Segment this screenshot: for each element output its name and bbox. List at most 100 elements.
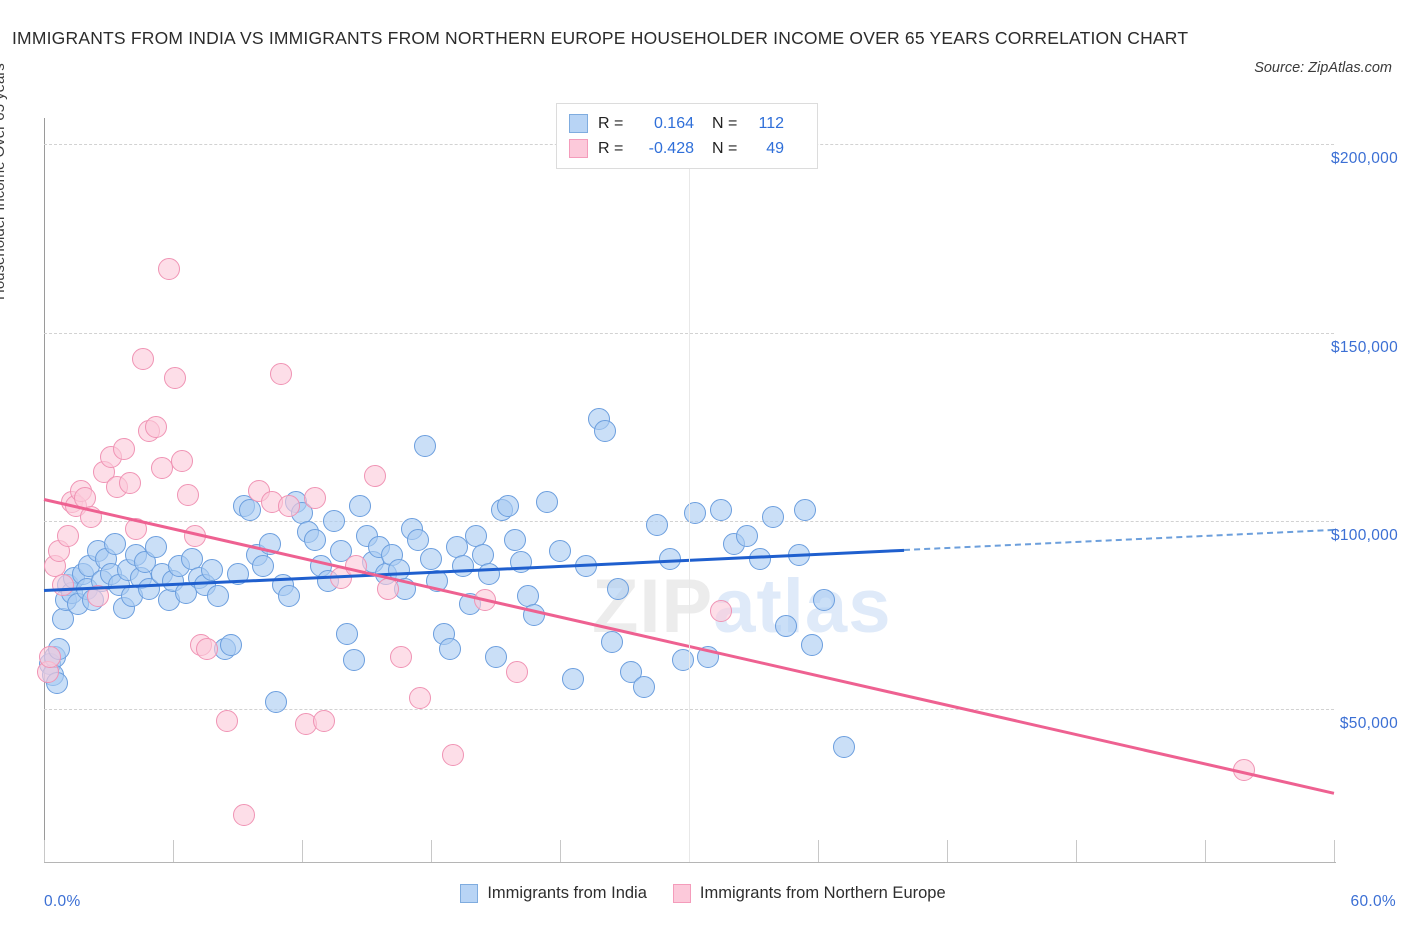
- scatter-point[interactable]: [144, 415, 167, 438]
- scatter-point[interactable]: [344, 555, 367, 578]
- scatter-point[interactable]: [170, 449, 193, 472]
- x-tick: [1334, 840, 1335, 862]
- scatter-point[interactable]: [619, 660, 642, 683]
- scatter-point[interactable]: [86, 585, 109, 608]
- series-legend-item-india[interactable]: Immigrants from India: [460, 884, 647, 903]
- scatter-point[interactable]: [119, 472, 141, 495]
- scatter-point[interactable]: [413, 434, 436, 457]
- y-axis-line: [44, 118, 45, 863]
- scatter-point[interactable]: [632, 675, 655, 698]
- scatter-point[interactable]: [278, 585, 301, 608]
- scatter-point[interactable]: [151, 457, 174, 480]
- scatter-point[interactable]: [439, 638, 462, 661]
- scatter-point[interactable]: [323, 510, 346, 532]
- scatter-point[interactable]: [226, 562, 249, 585]
- scatter-point[interactable]: [426, 570, 449, 593]
- scatter-point[interactable]: [265, 690, 288, 713]
- scatter-point[interactable]: [138, 577, 161, 600]
- scatter-point[interactable]: [407, 528, 430, 551]
- scatter-point[interactable]: [420, 547, 442, 570]
- series-legend-item-northern-europe[interactable]: Immigrants from Northern Europe: [672, 884, 946, 903]
- scatter-point[interactable]: [200, 558, 223, 581]
- scatter-point[interactable]: [377, 577, 399, 600]
- scatter-point[interactable]: [497, 494, 520, 517]
- scatter-point[interactable]: [207, 585, 230, 608]
- scatter-point[interactable]: [813, 589, 836, 612]
- scatter-point[interactable]: [303, 528, 326, 551]
- scatter-point[interactable]: [1232, 758, 1255, 781]
- scatter-point[interactable]: [342, 649, 365, 672]
- scatter-point[interactable]: [697, 645, 720, 668]
- scatter-point[interactable]: [594, 419, 617, 442]
- y-tick-label: $50,000: [1339, 715, 1398, 733]
- scatter-point[interactable]: [52, 574, 75, 597]
- x-tick: [302, 840, 303, 862]
- scatter-point[interactable]: [220, 634, 243, 657]
- series-swatch-northern-europe: [672, 884, 691, 903]
- scatter-point[interactable]: [39, 645, 62, 668]
- scatter-point[interactable]: [112, 438, 135, 461]
- scatter-point[interactable]: [561, 668, 584, 691]
- scatter-point[interactable]: [215, 709, 238, 732]
- scatter-point[interactable]: [329, 540, 352, 563]
- scatter-point[interactable]: [252, 555, 275, 578]
- scatter-point[interactable]: [312, 709, 335, 732]
- scatter-point[interactable]: [600, 630, 623, 653]
- scatter-point[interactable]: [164, 366, 187, 389]
- scatter-point[interactable]: [56, 525, 79, 548]
- scatter-point[interactable]: [506, 660, 528, 683]
- scatter-point[interactable]: [258, 532, 281, 555]
- scatter-point[interactable]: [473, 589, 496, 612]
- scatter-point[interactable]: [710, 498, 733, 521]
- scatter-point[interactable]: [484, 645, 507, 668]
- scatter-point[interactable]: [80, 506, 103, 529]
- scatter-point[interactable]: [503, 528, 526, 551]
- scatter-point[interactable]: [787, 543, 810, 566]
- scatter-point[interactable]: [645, 513, 668, 536]
- scatter-point[interactable]: [549, 540, 571, 563]
- scatter-point[interactable]: [574, 555, 597, 578]
- scatter-point[interactable]: [452, 555, 475, 578]
- scatter-point[interactable]: [671, 649, 694, 672]
- scatter-point[interactable]: [748, 547, 771, 570]
- scatter-point[interactable]: [183, 525, 206, 548]
- scatter-point[interactable]: [177, 483, 200, 506]
- scatter-point[interactable]: [409, 687, 432, 710]
- scatter-point[interactable]: [232, 803, 255, 826]
- scatter-point[interactable]: [157, 257, 180, 280]
- scatter-point[interactable]: [536, 491, 559, 514]
- scatter-point[interactable]: [303, 487, 326, 510]
- scatter-point[interactable]: [774, 615, 797, 638]
- scatter-point[interactable]: [510, 551, 533, 574]
- scatter-point[interactable]: [131, 348, 154, 371]
- y-axis-title: Householder Income Over 65 years: [0, 63, 8, 300]
- scatter-point[interactable]: [794, 498, 817, 521]
- scatter-point[interactable]: [389, 645, 412, 668]
- scatter-point[interactable]: [736, 525, 759, 548]
- scatter-point[interactable]: [523, 604, 546, 627]
- scatter-point[interactable]: [269, 363, 292, 386]
- scatter-point[interactable]: [800, 634, 823, 657]
- scatter-point[interactable]: [349, 494, 372, 517]
- scatter-point[interactable]: [103, 532, 126, 555]
- scatter-point[interactable]: [658, 547, 681, 570]
- scatter-point[interactable]: [478, 562, 501, 585]
- scatter-point[interactable]: [196, 638, 219, 661]
- scatter-point[interactable]: [710, 600, 733, 623]
- scatter-point[interactable]: [336, 623, 359, 645]
- x-tick: [1076, 840, 1077, 862]
- scatter-point[interactable]: [364, 464, 387, 487]
- scatter-point[interactable]: [832, 736, 855, 758]
- scatter-point[interactable]: [761, 506, 784, 529]
- scatter-point[interactable]: [278, 494, 301, 517]
- zipatlas-watermark: ZIPatlas: [592, 563, 891, 650]
- x-tick: [173, 840, 174, 862]
- scatter-point[interactable]: [607, 577, 630, 600]
- scatter-point[interactable]: [144, 536, 167, 559]
- scatter-point[interactable]: [125, 517, 148, 540]
- scatter-point[interactable]: [239, 498, 262, 521]
- y-tick-label: $150,000: [1330, 338, 1398, 356]
- r-value-northern-europe: -0.428: [648, 139, 694, 157]
- scatter-point[interactable]: [441, 743, 464, 766]
